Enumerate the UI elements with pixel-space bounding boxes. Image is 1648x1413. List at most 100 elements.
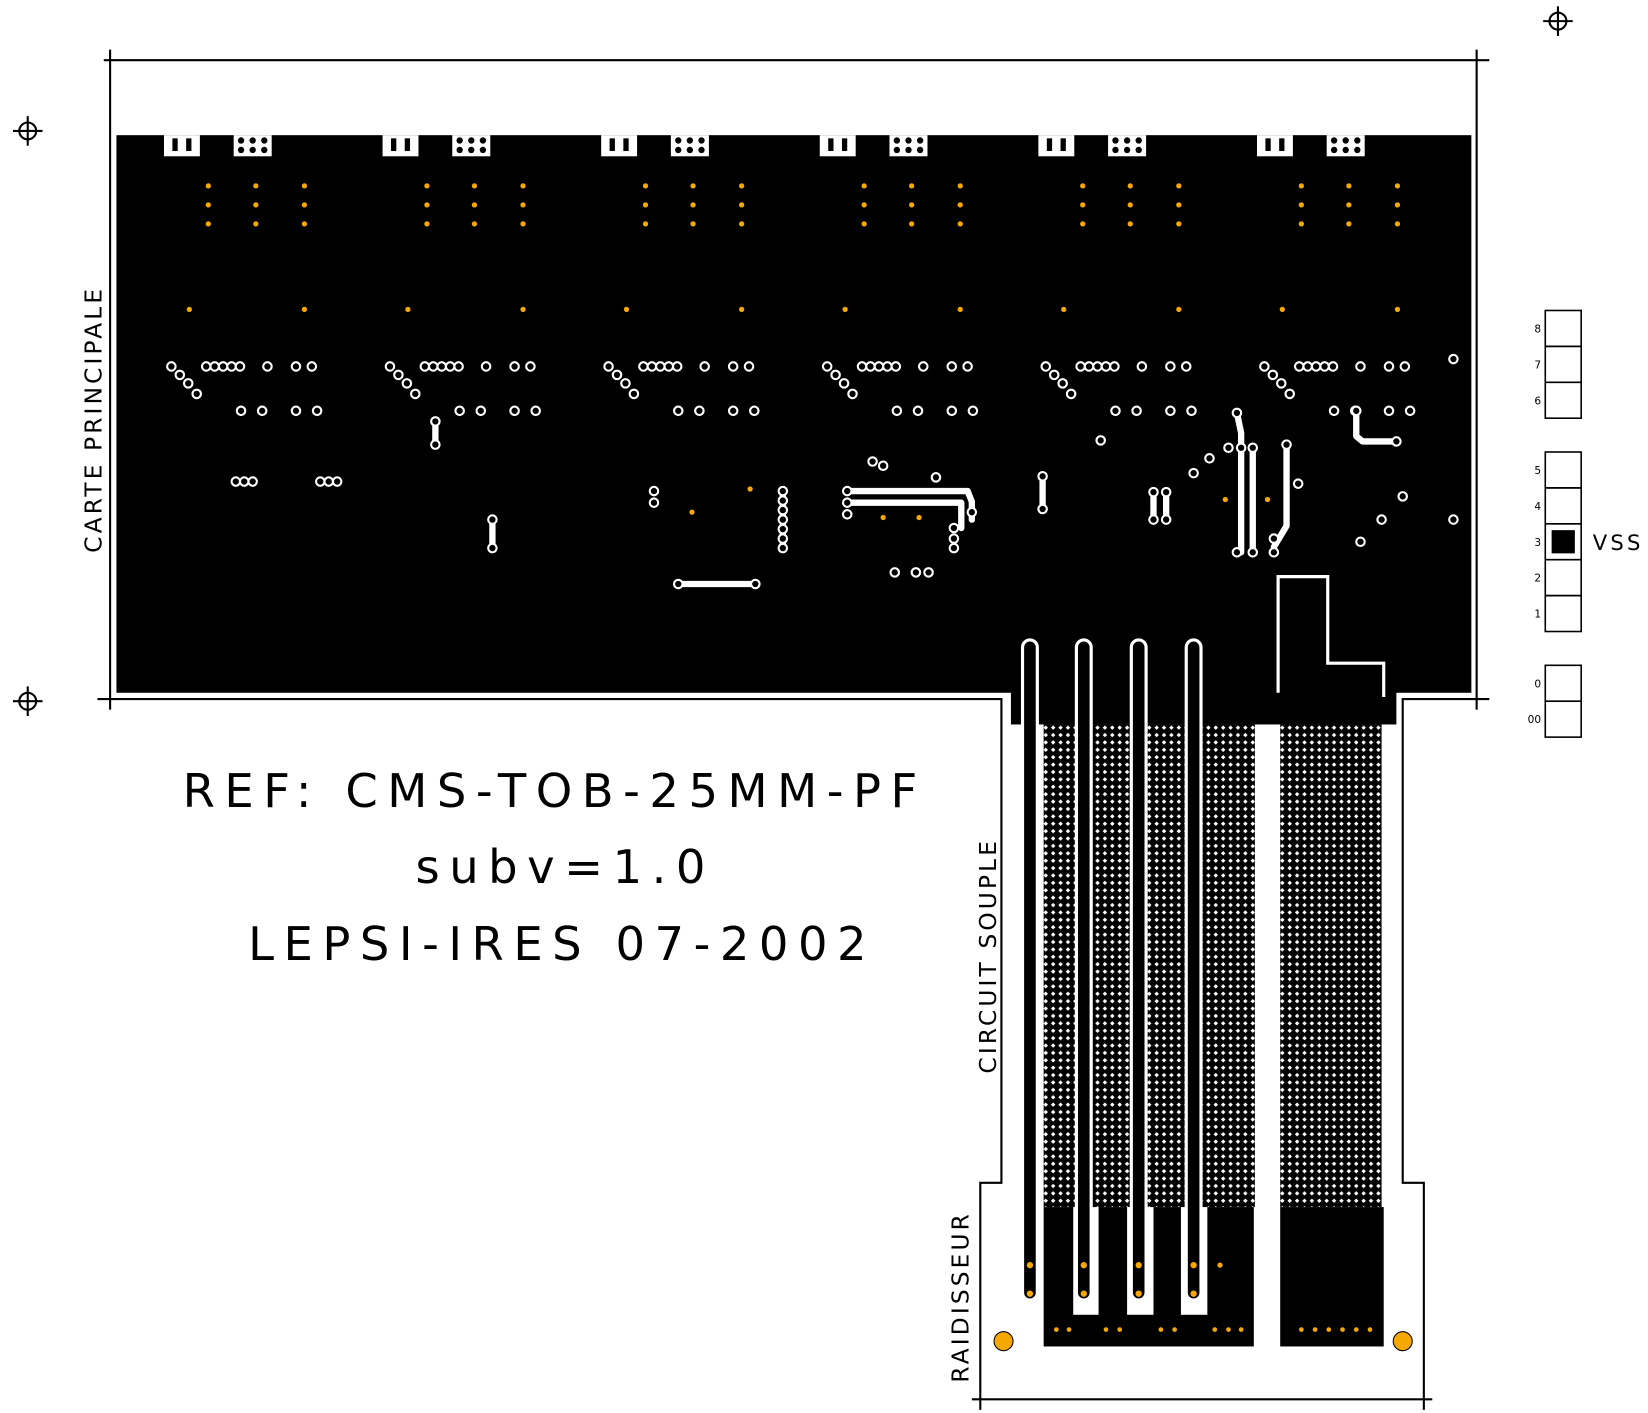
pad — [471, 221, 478, 227]
via — [948, 533, 960, 544]
via — [174, 369, 186, 381]
layer-number: 3 — [1534, 537, 1541, 549]
via — [1100, 361, 1112, 372]
via — [247, 476, 258, 487]
via — [889, 567, 901, 578]
pin — [893, 146, 901, 154]
pad — [1127, 221, 1133, 227]
via — [1188, 467, 1199, 479]
pin — [1342, 146, 1349, 154]
pin — [905, 137, 912, 144]
pad — [471, 202, 478, 208]
via — [509, 405, 520, 417]
pad — [1127, 183, 1133, 189]
via — [427, 361, 439, 372]
pad — [690, 202, 696, 208]
pad — [1158, 1327, 1164, 1332]
pad — [738, 221, 745, 227]
via — [419, 361, 431, 372]
layer-number: 2 — [1534, 573, 1541, 585]
via — [777, 495, 789, 506]
pad — [1190, 1290, 1197, 1297]
pad — [1346, 221, 1352, 227]
via — [777, 514, 789, 525]
pin — [261, 137, 268, 144]
pad — [642, 202, 649, 208]
via — [1268, 547, 1280, 558]
via — [672, 405, 684, 417]
pin — [456, 146, 463, 154]
via — [1131, 405, 1142, 417]
via — [930, 472, 942, 483]
via — [306, 361, 318, 372]
via — [1267, 369, 1279, 381]
pad — [301, 306, 308, 313]
via — [1057, 378, 1068, 389]
pad — [738, 183, 745, 189]
pad — [880, 514, 886, 521]
pad — [957, 183, 963, 189]
connector — [382, 135, 419, 157]
layer-number: 8 — [1534, 323, 1541, 335]
layer-box — [1544, 487, 1582, 525]
via — [1231, 407, 1243, 419]
via — [1165, 361, 1176, 372]
connector — [1038, 135, 1075, 157]
pad — [909, 183, 915, 189]
via — [841, 485, 853, 497]
pad — [1217, 1262, 1223, 1268]
via — [1284, 388, 1295, 400]
via — [1383, 405, 1395, 417]
pad — [1172, 1327, 1177, 1332]
via — [841, 509, 853, 520]
pad — [690, 221, 696, 227]
pad — [1212, 1327, 1218, 1332]
via — [166, 361, 177, 372]
layer-box — [1544, 345, 1582, 384]
via — [209, 361, 220, 372]
via — [1186, 405, 1197, 417]
via — [238, 476, 250, 487]
via — [1259, 361, 1270, 372]
via — [865, 361, 876, 372]
pad — [1061, 306, 1067, 313]
pin — [1112, 146, 1119, 154]
connector-pin — [404, 138, 411, 152]
via — [1247, 547, 1259, 558]
pad — [520, 183, 526, 189]
pin — [916, 137, 924, 144]
via — [923, 567, 934, 578]
via — [891, 405, 903, 417]
connector-pin — [1279, 138, 1285, 152]
layer-box — [1544, 451, 1582, 489]
pin — [1342, 137, 1349, 144]
via — [967, 405, 979, 417]
mount-hole — [993, 1331, 1014, 1352]
via — [890, 361, 902, 372]
via — [1328, 405, 1340, 417]
via — [648, 485, 660, 497]
via — [727, 361, 739, 372]
via — [217, 361, 229, 372]
via — [1048, 369, 1060, 381]
pad — [1298, 183, 1304, 189]
via — [777, 523, 789, 535]
via — [314, 476, 326, 487]
via — [777, 533, 789, 544]
pin — [1354, 137, 1361, 144]
via — [1165, 405, 1176, 417]
via — [323, 476, 334, 487]
via — [475, 405, 487, 417]
via — [1448, 514, 1459, 525]
pad — [205, 221, 211, 227]
pin — [1330, 137, 1338, 144]
pad — [205, 183, 211, 189]
via — [1292, 478, 1304, 489]
via — [393, 369, 404, 381]
connector-pin — [609, 138, 615, 152]
pin — [1354, 146, 1361, 154]
pad — [1080, 221, 1086, 227]
via — [1247, 442, 1259, 454]
pad — [1353, 1327, 1359, 1332]
pad — [642, 183, 649, 189]
